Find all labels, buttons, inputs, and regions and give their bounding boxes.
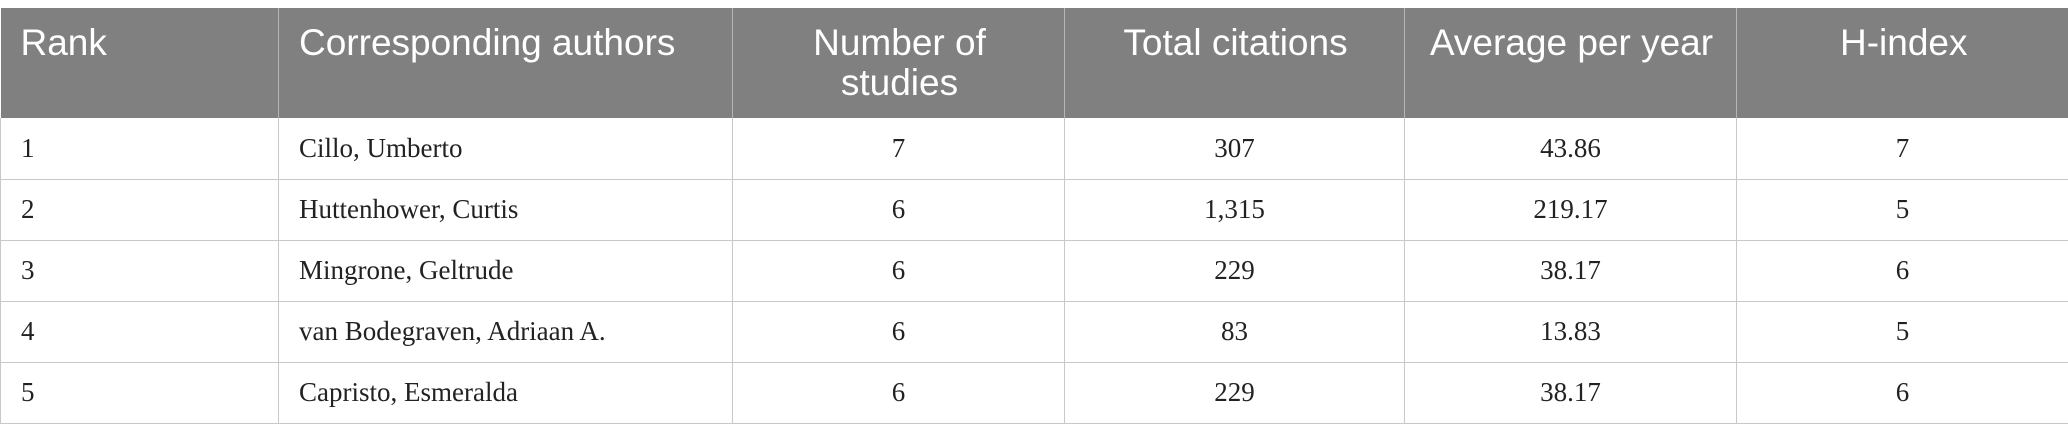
cell-author: Huttenhower, Curtis [278, 179, 733, 241]
header-number-of-studies: Number of studies [732, 8, 1065, 118]
table-row: 4 van Bodegraven, Adriaan A. 6 83 13.83 … [0, 301, 2068, 363]
cell-h-index: 5 [1736, 301, 2068, 363]
table-container: Rank Corresponding authors Number of stu… [0, 8, 2068, 424]
cell-studies: 6 [732, 240, 1065, 302]
cell-studies: 6 [732, 362, 1065, 424]
cell-rank: 5 [0, 362, 279, 424]
cell-average: 219.17 [1404, 179, 1737, 241]
table-row: 5 Capristo, Esmeralda 6 229 38.17 6 [0, 362, 2068, 424]
table-row: 1 Cillo, Umberto 7 307 43.86 7 [0, 118, 2068, 180]
cell-studies: 6 [732, 301, 1065, 363]
header-average-per-year: Average per year [1404, 8, 1737, 118]
header-corresponding-authors: Corresponding authors [278, 8, 733, 118]
cell-average: 38.17 [1404, 362, 1737, 424]
cell-citations: 307 [1064, 118, 1405, 180]
cell-average: 38.17 [1404, 240, 1737, 302]
authors-table: Rank Corresponding authors Number of stu… [0, 8, 2068, 424]
cell-citations: 83 [1064, 301, 1405, 363]
cell-author: van Bodegraven, Adriaan A. [278, 301, 733, 363]
cell-h-index: 6 [1736, 240, 2068, 302]
cell-studies: 6 [732, 179, 1065, 241]
cell-rank: 1 [0, 118, 279, 180]
cell-h-index: 5 [1736, 179, 2068, 241]
cell-average: 43.86 [1404, 118, 1737, 180]
cell-studies: 7 [732, 118, 1065, 180]
cell-rank: 2 [0, 179, 279, 241]
cell-author: Mingrone, Geltrude [278, 240, 733, 302]
cell-author: Capristo, Esmeralda [278, 362, 733, 424]
cell-h-index: 6 [1736, 362, 2068, 424]
table-row: 2 Huttenhower, Curtis 6 1,315 219.17 5 [0, 179, 2068, 241]
header-total-citations: Total citations [1064, 8, 1405, 118]
cell-h-index: 7 [1736, 118, 2068, 180]
cell-citations: 1,315 [1064, 179, 1405, 241]
cell-rank: 3 [0, 240, 279, 302]
cell-average: 13.83 [1404, 301, 1737, 363]
cell-citations: 229 [1064, 240, 1405, 302]
cell-author: Cillo, Umberto [278, 118, 733, 180]
header-h-index: H-index [1736, 8, 2068, 118]
table-row: 3 Mingrone, Geltrude 6 229 38.17 6 [0, 240, 2068, 302]
header-rank: Rank [0, 8, 279, 118]
cell-rank: 4 [0, 301, 279, 363]
cell-citations: 229 [1064, 362, 1405, 424]
header-row: Rank Corresponding authors Number of stu… [0, 8, 2068, 118]
